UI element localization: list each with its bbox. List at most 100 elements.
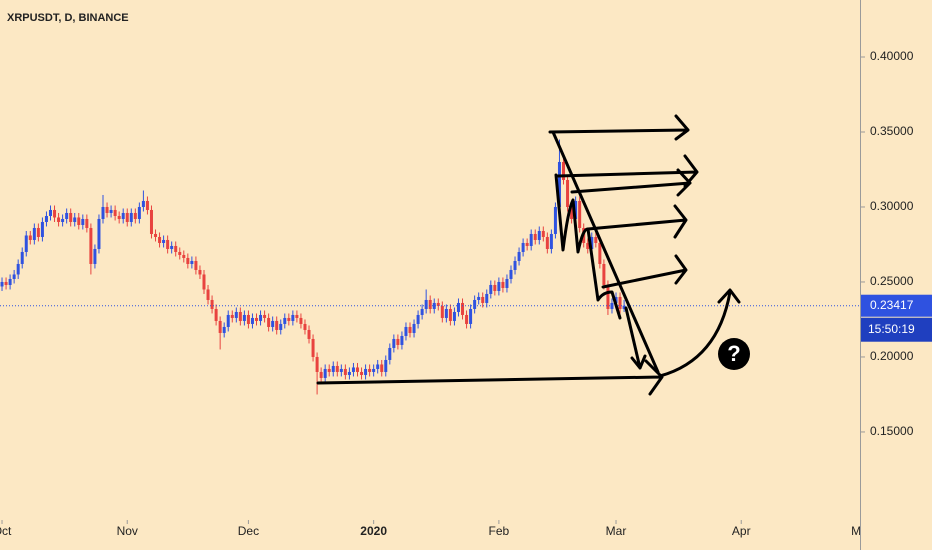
candle-body (420, 308, 424, 315)
candle-body (477, 296, 481, 300)
drawn-arrow (548, 114, 690, 141)
candle-body (250, 317, 254, 324)
candle-body (121, 212, 125, 219)
candle-body (234, 311, 238, 318)
candle-body (133, 212, 137, 219)
drawn-arrow (316, 359, 664, 396)
candle-body (291, 314, 295, 321)
candle-body (178, 251, 182, 255)
candle-body (537, 230, 541, 240)
candle-body (154, 233, 158, 237)
candle-body (598, 242, 602, 264)
candle-body (557, 161, 561, 207)
candle-body (436, 302, 440, 306)
candle-body (12, 274, 16, 279)
x-tick-label: Feb (489, 524, 510, 538)
candle-body (360, 371, 364, 375)
candle-body (489, 284, 493, 294)
candle-body (618, 296, 622, 309)
candle-body (44, 215, 48, 222)
candle-body (586, 242, 590, 249)
candle-body (372, 368, 376, 372)
drawn-arrow (586, 204, 688, 239)
candle-body (513, 260, 517, 270)
candle-body (497, 281, 501, 291)
candle-body (570, 206, 574, 219)
candle-body (238, 311, 242, 321)
candle-body (85, 218, 89, 228)
candle-body (190, 260, 194, 264)
candle-body (432, 302, 436, 309)
candle-body (287, 317, 291, 321)
candle-body (384, 359, 388, 372)
candle-body (206, 289, 210, 300)
x-tick-label: Dec (238, 524, 259, 538)
plot-area: Oct Nov Dec 2020 Feb Mar Apr May (0, 139, 860, 538)
drawn-arrow (658, 288, 741, 378)
candle-body (368, 368, 372, 372)
candle-body (182, 254, 186, 258)
candle-body (590, 236, 594, 249)
candle-body (125, 212, 129, 222)
candle-body (456, 302, 460, 312)
y-tick-label: 0.15000 (870, 424, 914, 438)
candle-body (101, 206, 105, 219)
candle-body (32, 227, 36, 240)
last-price-label: 0.23417 (870, 298, 914, 312)
candle-body (194, 260, 198, 270)
drawn-arrow (570, 168, 692, 197)
candle-body (263, 314, 267, 318)
candle-body (77, 217, 81, 225)
candle-body (279, 323, 283, 330)
drawn-arrow (624, 306, 647, 370)
candle-body (214, 308, 218, 321)
candle-body (364, 368, 368, 375)
candle-body (533, 233, 537, 240)
candle-body (36, 227, 40, 237)
question-mark: ? (727, 341, 740, 366)
candle-body (48, 209, 52, 216)
candle-body (295, 314, 299, 318)
candle-body (469, 308, 473, 324)
candle-body (271, 320, 275, 327)
candle-body (65, 212, 69, 219)
candle-body (509, 269, 513, 279)
candle-body (109, 209, 113, 213)
candle-body (529, 233, 533, 246)
candle-body (408, 326, 412, 333)
candle-body (4, 281, 8, 285)
y-tick-label: 0.25000 (870, 274, 914, 288)
candle-body (541, 230, 545, 237)
candle-body (40, 221, 44, 237)
candle-body (493, 284, 497, 291)
candle-body (501, 281, 505, 288)
countdown-label: 15:50:19 (868, 322, 915, 336)
drawn-arrow (601, 254, 688, 289)
candle-body (307, 329, 311, 339)
candle-body (545, 236, 549, 249)
candle-body (444, 308, 448, 318)
candle-body (388, 347, 392, 360)
candle-body (461, 302, 465, 315)
candle-body (315, 356, 319, 372)
candle-body (424, 299, 428, 309)
candle-body (61, 218, 65, 222)
candle-body (162, 239, 166, 243)
candle-body (259, 314, 263, 321)
candle-body (521, 242, 525, 252)
candle-body (517, 251, 521, 261)
y-tick-label: 0.40000 (870, 49, 914, 63)
y-tick-label: 0.35000 (870, 124, 914, 138)
candle-body (416, 314, 420, 324)
y-tick-label: 0.30000 (870, 199, 914, 213)
candle-body (392, 338, 396, 348)
candle-body (428, 299, 432, 309)
last-price-tag (861, 294, 932, 317)
candle-body (255, 317, 259, 321)
candle-body (57, 217, 61, 222)
candle-body (481, 296, 485, 303)
candle-body (602, 263, 606, 285)
candle-body (610, 302, 614, 309)
